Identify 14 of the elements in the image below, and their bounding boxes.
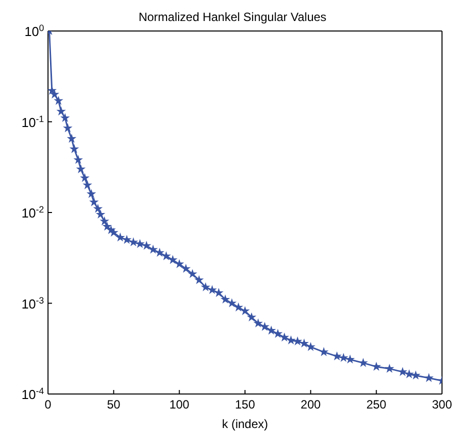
x-tick-label: 250 <box>366 398 387 412</box>
y-tick-label: 10$^{-4}$ <box>21 386 44 402</box>
chart-title: Normalized Hankel Singular Values <box>138 10 328 24</box>
x-axis-title: k (index) <box>222 417 268 431</box>
x-tick-label: 100 <box>169 398 190 412</box>
y-tick-label: 10$^{-3}$ <box>21 295 44 312</box>
x-tick-label: 300 <box>432 398 452 412</box>
y-tick-label: 10$^{-1}$ <box>21 114 44 130</box>
y-tick-label: 10$^{-2}$ <box>21 204 44 220</box>
x-tick-label: 200 <box>300 398 321 412</box>
y-tick-label: 10$^{0}$ <box>24 23 44 39</box>
x-tick-label: 0 <box>44 398 52 412</box>
x-tick-label: 150 <box>234 398 256 412</box>
x-tick-label: 50 <box>106 398 121 412</box>
